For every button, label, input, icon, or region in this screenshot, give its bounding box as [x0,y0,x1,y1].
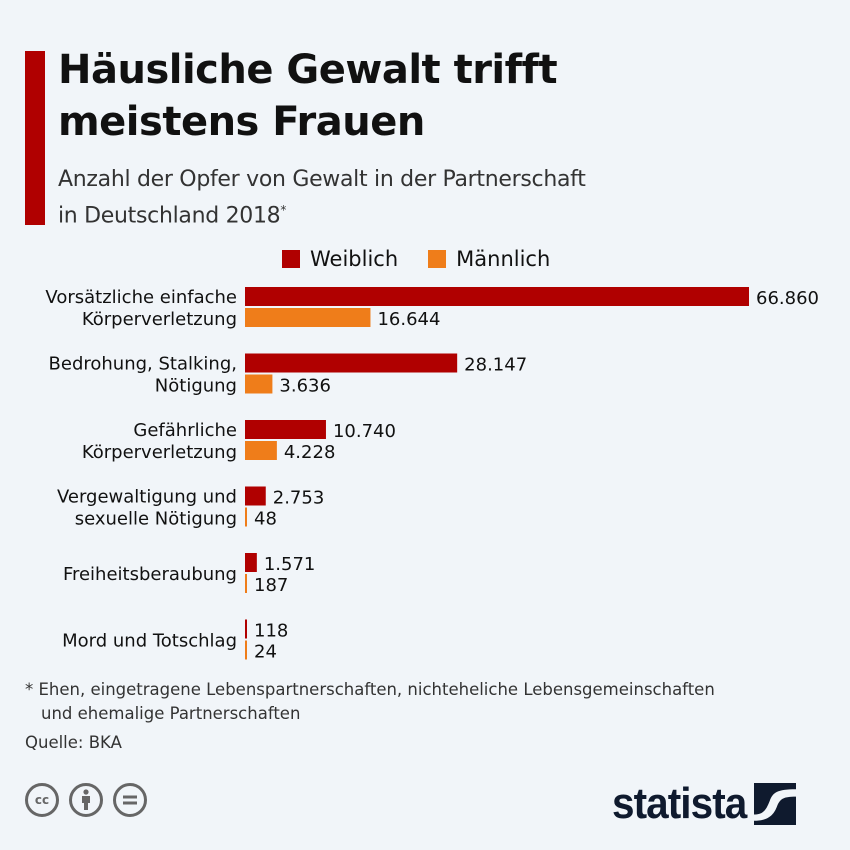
legend: Weiblich Männlich [282,247,580,271]
bar-female [245,287,749,306]
footnote-line-2: und ehemalige Partnerschaften [41,704,301,723]
bar-male [245,574,247,593]
statista-logo-mark-icon [754,783,797,825]
category-label: Vorsätzliche einfache [45,287,237,308]
legend-item-male: Männlich [428,247,550,271]
chart-subtitle: Anzahl der Opfer von Gewalt in der Partn… [58,164,586,231]
bar-male [245,441,277,460]
bar-chart: Vorsätzliche einfacheKörperverletzung66.… [45,287,819,663]
chart-title: Häusliche Gewalt trifft meistens Frauen [58,44,558,148]
legend-swatch-male [428,250,447,268]
value-label-female: 2.753 [273,488,325,509]
subtitle-line-1: Anzahl der Opfer von Gewalt in der Partn… [58,167,586,192]
source: Quelle: BKA [25,733,122,752]
category-label: Gefährliche [133,420,237,441]
value-label-female: 1.571 [264,554,316,575]
bar-male [245,640,247,660]
category-label: Bedrohung, Stalking, [49,354,237,375]
value-label-male: 16.644 [377,309,440,330]
nd-icon[interactable] [113,783,147,817]
legend-swatch-female [282,250,300,268]
subtitle-footnote-marker: * [280,203,287,217]
bar-female [245,619,247,639]
category-label: sexuelle Nötigung [75,509,237,530]
legend-label-female: Weiblich [310,247,399,271]
value-label-male: 4.228 [284,442,336,463]
value-label-male: 187 [254,575,288,596]
equals-icon [123,795,137,805]
category-label: Vergewaltigung und [57,487,237,508]
value-label-male: 3.636 [279,376,331,397]
value-label-female: 10.740 [333,421,396,442]
bar-female [245,553,257,572]
value-label-female: 66.860 [756,288,819,309]
license-icons: cc [25,783,157,817]
bar-female [245,353,458,373]
value-label-female: 28.147 [464,355,527,376]
subtitle-line-2: in Deutschland 2018 [58,203,281,229]
cc-icon[interactable]: cc [25,783,59,817]
bar-female [245,486,266,506]
bar-male [245,308,371,327]
bar-male [245,374,273,394]
statista-logo[interactable]: statista [612,779,797,829]
legend-label-male: Männlich [456,247,551,271]
logo-text: statista [612,779,747,828]
by-icon[interactable] [69,783,103,817]
cc-icon-text: cc [34,793,50,807]
value-label-male: 24 [254,642,277,663]
title-accent-bar [25,51,45,225]
person-icon [82,789,90,810]
category-label: Freiheitsberaubung [63,564,237,585]
title-line-2: meistens Frauen [58,99,425,145]
category-label: Körperverletzung [82,309,237,330]
footnote-line-1: * Ehen, eingetragene Lebenspartnerschaft… [25,680,715,699]
category-label: Körperverletzung [82,442,237,463]
value-label-female: 118 [254,621,288,642]
legend-item-female: Weiblich [282,247,398,271]
title-line-1: Häusliche Gewalt trifft [58,47,558,93]
value-label-male: 48 [254,509,277,530]
bar-female [245,420,326,439]
category-label: Mord und Totschlag [62,631,237,652]
bar-male [245,507,247,527]
category-label: Nötigung [155,376,237,397]
footnote: * Ehen, eingetragene Lebenspartnerschaft… [25,678,715,726]
